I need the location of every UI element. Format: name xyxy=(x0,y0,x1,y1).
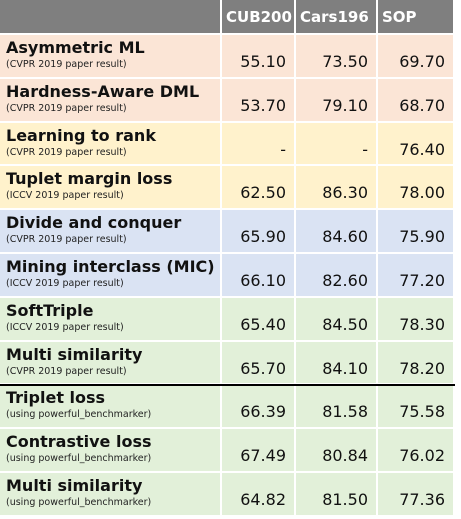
column-header: Cars196 xyxy=(296,0,378,35)
score-cell: 81.50 xyxy=(296,473,378,517)
section-divider xyxy=(0,384,455,387)
header-blank xyxy=(0,0,222,35)
method-note: (using powerful_benchmarker) xyxy=(6,497,152,508)
score-cell: 76.40 xyxy=(378,122,455,167)
method-cell: SoftTriple (ICCV 2019 paper result) xyxy=(0,297,222,342)
score-cell: 84.10 xyxy=(296,341,378,386)
score-cell: 67.49 xyxy=(222,429,296,473)
method-note: (CVPR 2019 paper result) xyxy=(6,59,127,70)
method-cell: Multi similarity (using powerful_benchmar… xyxy=(0,473,222,517)
method-name: Contrastive loss xyxy=(6,432,152,452)
method-note: (ICCV 2019 paper result) xyxy=(6,190,124,202)
score-cell: 68.70 xyxy=(378,78,455,123)
score-cell: 84.60 xyxy=(296,210,378,254)
score-cell: 66.10 xyxy=(222,254,296,298)
method-cell: Multi similarity (CVPR 2019 paper result) xyxy=(0,341,222,386)
method-cell: Asymmetric ML (CVPR 2019 paper result) xyxy=(0,35,222,79)
method-cell: Contrastive loss (using powerful_benchmar… xyxy=(0,429,222,473)
method-note: (using powerful_benchmarker) xyxy=(6,453,152,465)
method-note: (using powerful_benchmarker) xyxy=(6,409,152,421)
method-cell: Learning to rank (CVPR 2019 paper result) xyxy=(0,122,222,167)
method-name: SoftTriple xyxy=(6,300,94,320)
score-cell: 66.39 xyxy=(222,385,296,430)
method-note: (ICCV 2019 paper result) xyxy=(6,321,124,333)
score-cell: 73.50 xyxy=(296,35,378,79)
score-cell: 77.36 xyxy=(378,473,455,517)
score-cell: 86.30 xyxy=(296,166,378,211)
score-cell: 65.90 xyxy=(222,210,296,254)
score-cell: 84.50 xyxy=(296,297,378,342)
score-cell: 80.84 xyxy=(296,429,378,473)
method-note: (CVPR 2019 paper result) xyxy=(6,234,127,246)
score-cell: 69.70 xyxy=(378,35,455,79)
score-cell: 78.20 xyxy=(378,341,455,386)
score-cell: 81.58 xyxy=(296,385,378,430)
score-cell: 75.90 xyxy=(378,210,455,254)
method-name: Divide and conquer xyxy=(6,213,182,233)
score-cell: 53.70 xyxy=(222,78,296,123)
score-cell: 82.60 xyxy=(296,254,378,298)
score-cell: - xyxy=(222,122,296,167)
method-note: (CVPR 2019 paper result) xyxy=(6,365,127,377)
method-note: (ICCV 2019 paper result) xyxy=(6,278,124,289)
column-header: CUB200 xyxy=(222,0,296,35)
method-name: Tuplet margin loss xyxy=(6,169,173,189)
method-cell: Triplet loss (using powerful_benchmarker) xyxy=(0,385,222,430)
method-name: Hardness-Aware DML xyxy=(6,81,200,101)
method-note: (CVPR 2019 paper result) xyxy=(6,146,127,158)
method-cell: Divide and conquer (CVPR 2019 paper resul… xyxy=(0,210,222,254)
score-cell: 78.30 xyxy=(378,297,455,342)
score-cell: 79.10 xyxy=(296,78,378,123)
score-cell: - xyxy=(296,122,378,167)
method-cell: Tuplet margin loss (ICCV 2019 paper resul… xyxy=(0,166,222,211)
score-cell: 76.02 xyxy=(378,429,455,473)
method-cell: Mining interclass (MIC) (ICCV 2019 paper … xyxy=(0,254,222,298)
score-cell: 77.20 xyxy=(378,254,455,298)
method-name: Multi similarity xyxy=(6,344,143,364)
score-cell: 65.70 xyxy=(222,341,296,386)
method-name: Asymmetric ML xyxy=(6,38,145,57)
method-name: Learning to rank xyxy=(6,125,156,145)
score-cell: 65.40 xyxy=(222,297,296,342)
score-cell: 75.58 xyxy=(378,385,455,430)
method-note: (CVPR 2019 paper result) xyxy=(6,102,127,114)
score-cell: 64.82 xyxy=(222,473,296,517)
method-name: Multi similarity xyxy=(6,476,143,495)
method-name: Mining interclass (MIC) xyxy=(6,257,215,276)
score-cell: 78.00 xyxy=(378,166,455,211)
column-header: SOP xyxy=(378,0,455,35)
method-cell: Hardness-Aware DML (CVPR 2019 paper resul… xyxy=(0,78,222,123)
method-name: Triplet loss xyxy=(6,388,106,408)
score-cell: 55.10 xyxy=(222,35,296,79)
score-cell: 62.50 xyxy=(222,166,296,211)
